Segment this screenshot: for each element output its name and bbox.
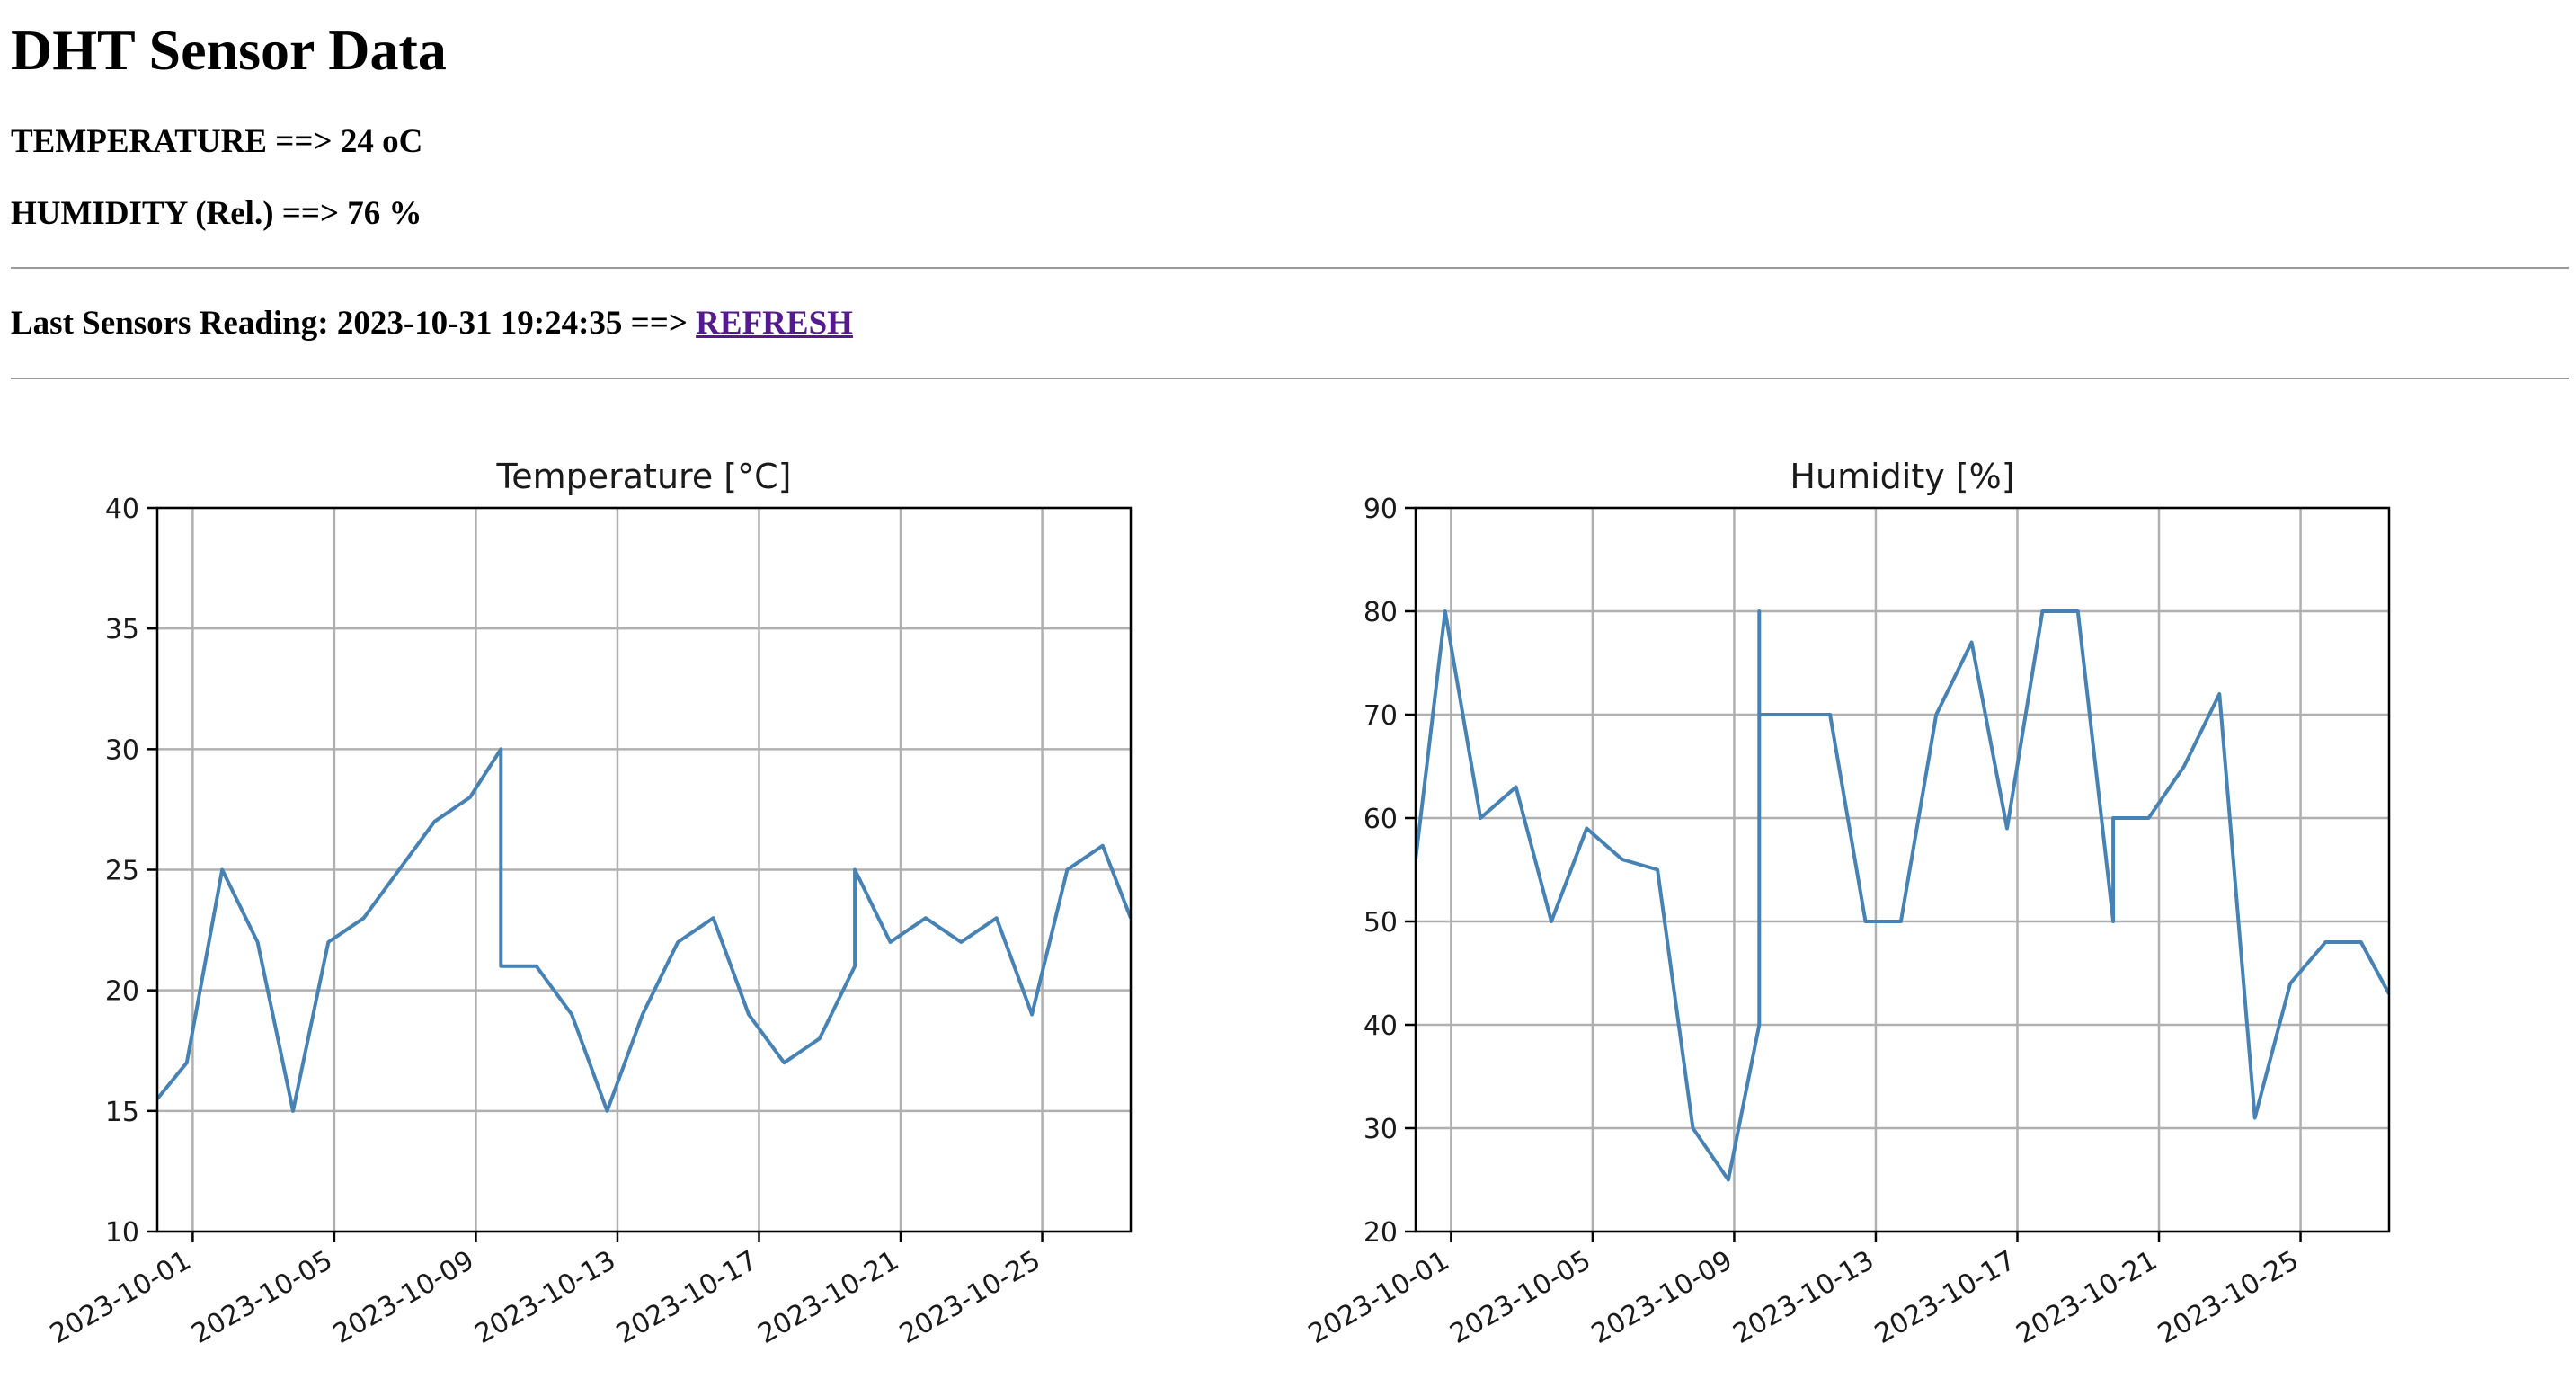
humidity-chart: Humidity [%]20304050607080902023-10-0120… xyxy=(1303,457,2391,1350)
temperature-value: 24 xyxy=(340,123,374,160)
temperature-y-tick-label: 30 xyxy=(105,734,139,766)
temperature-reading: TEMPERATURE ==> 24 oC xyxy=(11,120,422,164)
humidity-x-tick-label: 2023-10-01 xyxy=(1303,1245,1454,1350)
divider-top xyxy=(11,267,2569,269)
temperature-y-tick-label: 20 xyxy=(105,976,139,1008)
temperature-x-tick-label: 2023-10-13 xyxy=(469,1245,620,1350)
humidity-x-tick-label: 2023-10-09 xyxy=(1586,1245,1737,1350)
humidity-y-tick-label: 70 xyxy=(1364,700,1398,732)
temperature-series-line xyxy=(157,747,1131,1113)
temperature-label: TEMPERATURE ==> xyxy=(11,123,341,160)
last-reading: Last Sensors Reading: 2023-10-31 19:24:3… xyxy=(11,302,853,345)
temperature-x-tick-label: 2023-10-21 xyxy=(753,1245,904,1350)
temperature-x-tick-label: 2023-10-25 xyxy=(894,1245,1045,1350)
humidity-x-tick-label: 2023-10-21 xyxy=(2012,1245,2163,1350)
temperature-axes-frame xyxy=(155,506,1133,1233)
humidity-unit: % xyxy=(380,195,422,232)
divider-bottom xyxy=(11,378,2569,379)
humidity-x-tick-label: 2023-10-05 xyxy=(1444,1245,1595,1350)
temperature-chart: Temperature [°C] 10 15 20 25 30 35 40 2023-10-01… xyxy=(45,457,1133,1350)
temperature-x-tick-label: 2023-10-09 xyxy=(328,1245,479,1350)
humidity-series-line xyxy=(1416,609,2389,1182)
humidity-y-tick-label: 50 xyxy=(1364,907,1398,939)
temperature-chart-title: Temperature [°C] xyxy=(496,457,792,496)
last-reading-arrow: ==> xyxy=(622,305,697,342)
humidity-x-tick-label: 2023-10-17 xyxy=(1870,1245,2021,1350)
humidity-y-tick-label: 80 xyxy=(1364,597,1398,628)
last-reading-time: 2023-10-31 19:24:35 xyxy=(336,305,623,342)
temperature-y-tick-label: 15 xyxy=(105,1097,139,1128)
temperature-y-tick-label: 10 xyxy=(105,1217,139,1249)
page-title: DHT Sensor Data xyxy=(11,18,447,82)
temperature-y-tick-label: 35 xyxy=(105,614,139,645)
humidity-reading: HUMIDITY (Rel.) ==> 76 % xyxy=(11,192,422,236)
temperature-x-tick-label: 2023-10-05 xyxy=(186,1245,337,1350)
temperature-y-tick-label: 40 xyxy=(105,494,139,525)
temperature-unit: oC xyxy=(373,123,423,160)
humidity-y-tick-label: 60 xyxy=(1364,804,1398,835)
temperature-x-tick-label: 2023-10-01 xyxy=(45,1245,196,1350)
humidity-label: HUMIDITY (Rel.) ==> xyxy=(11,195,348,232)
humidity-y-tick-label: 90 xyxy=(1364,494,1398,525)
humidity-value: 76 xyxy=(347,195,381,232)
humidity-x-tick-label: 2023-10-13 xyxy=(1728,1245,1879,1350)
humidity-y-tick-label: 20 xyxy=(1364,1217,1398,1249)
last-reading-label: Last Sensors Reading: xyxy=(11,305,337,342)
humidity-axes-frame xyxy=(1414,506,2391,1233)
temperature-x-tick-label: 2023-10-17 xyxy=(611,1245,762,1350)
temperature-y-tick-label: 25 xyxy=(105,856,139,887)
humidity-x-tick-label: 2023-10-25 xyxy=(2153,1245,2304,1350)
refresh-link[interactable]: REFRESH xyxy=(696,305,853,342)
humidity-y-tick-label: 30 xyxy=(1364,1114,1398,1145)
humidity-chart-title: Humidity [%] xyxy=(1790,457,2014,496)
humidity-y-tick-label: 40 xyxy=(1364,1010,1398,1042)
